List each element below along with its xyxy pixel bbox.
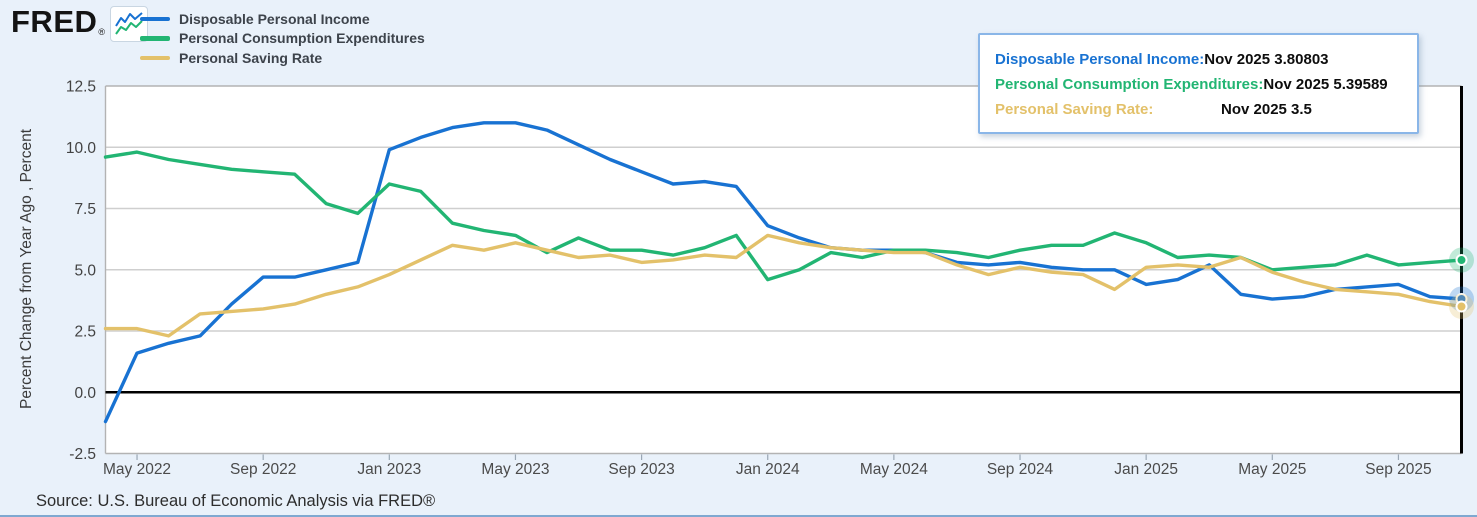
tooltip-value-psr: Nov 2025 3.5 bbox=[1221, 101, 1312, 118]
end-marker-dot-pce bbox=[1455, 254, 1468, 267]
end-marker-dot-psr bbox=[1455, 300, 1468, 313]
tooltip-row-psr: Personal Saving Rate: Nov 2025 3.5 bbox=[995, 97, 1402, 122]
x-tick-label: May 2024 bbox=[860, 461, 928, 478]
y-tick-label: 10.0 bbox=[66, 140, 97, 157]
footer-bar-edge bbox=[0, 515, 1477, 517]
x-tick-label: Sep 2023 bbox=[608, 461, 674, 478]
legend-item-pce[interactable]: Personal Consumption Expenditures bbox=[140, 29, 425, 49]
x-tick-label: May 2022 bbox=[103, 461, 171, 478]
series-line-psr[interactable] bbox=[103, 233, 1464, 338]
y-tick-label: 5.0 bbox=[74, 262, 96, 279]
tooltip-value-dpi: Nov 2025 3.80803 bbox=[1204, 51, 1329, 68]
y-tick-label: 12.5 bbox=[66, 79, 96, 96]
x-tick-label: Sep 2024 bbox=[987, 461, 1054, 478]
legend-swatch-psr bbox=[140, 55, 170, 60]
series-line-pce[interactable] bbox=[103, 150, 1464, 282]
tooltip-row-pce: Personal Consumption Expenditures: Nov 2… bbox=[995, 72, 1402, 97]
tooltip-label-pce: Personal Consumption Expenditures: bbox=[995, 76, 1264, 93]
x-tick-label: Sep 2025 bbox=[1365, 461, 1431, 478]
legend-swatch-dpi bbox=[140, 16, 170, 21]
y-tick-label: 7.5 bbox=[74, 201, 96, 218]
x-tick-label: May 2025 bbox=[1238, 461, 1306, 478]
tooltip-value-pce: Nov 2025 5.39589 bbox=[1263, 76, 1388, 93]
y-tick-label: 2.5 bbox=[74, 324, 96, 341]
x-tick-label: Sep 2022 bbox=[230, 461, 296, 478]
x-tick-label: May 2023 bbox=[481, 461, 549, 478]
series-line-dpi[interactable] bbox=[103, 121, 1464, 424]
legend-label-pce: Personal Consumption Expenditures bbox=[179, 30, 425, 47]
y-tick-label: -2.5 bbox=[69, 446, 96, 463]
x-tick-label: Jan 2024 bbox=[736, 461, 800, 478]
tooltip-row-dpi: Disposable Personal Income: Nov 2025 3.8… bbox=[995, 47, 1402, 72]
tooltip-label-dpi: Disposable Personal Income: bbox=[995, 51, 1205, 68]
legend: Disposable Personal Income Personal Cons… bbox=[140, 9, 425, 68]
x-tick-label: Jan 2025 bbox=[1114, 461, 1178, 478]
tooltip-label-psr: Personal Saving Rate: bbox=[995, 101, 1154, 118]
fred-logo-text: FRED bbox=[11, 4, 98, 39]
registered-mark: ® bbox=[98, 27, 106, 37]
legend-swatch-pce bbox=[140, 36, 170, 41]
x-tick-label: Jan 2023 bbox=[357, 461, 421, 478]
source-attribution: Source: U.S. Bureau of Economic Analysis… bbox=[36, 492, 436, 510]
legend-item-psr[interactable]: Personal Saving Rate bbox=[140, 48, 425, 68]
data-tooltip: Disposable Personal Income: Nov 2025 3.8… bbox=[978, 33, 1419, 134]
legend-item-dpi[interactable]: Disposable Personal Income bbox=[140, 9, 425, 29]
y-tick-label: 0.0 bbox=[74, 385, 96, 402]
legend-label-dpi: Disposable Personal Income bbox=[179, 10, 370, 27]
fred-logo[interactable]: FRED ® bbox=[11, 4, 149, 42]
y-axis-title: Percent Change from Year Ago , Percent bbox=[18, 128, 35, 409]
legend-label-psr: Personal Saving Rate bbox=[179, 49, 323, 66]
sparkline-icon bbox=[115, 12, 143, 35]
